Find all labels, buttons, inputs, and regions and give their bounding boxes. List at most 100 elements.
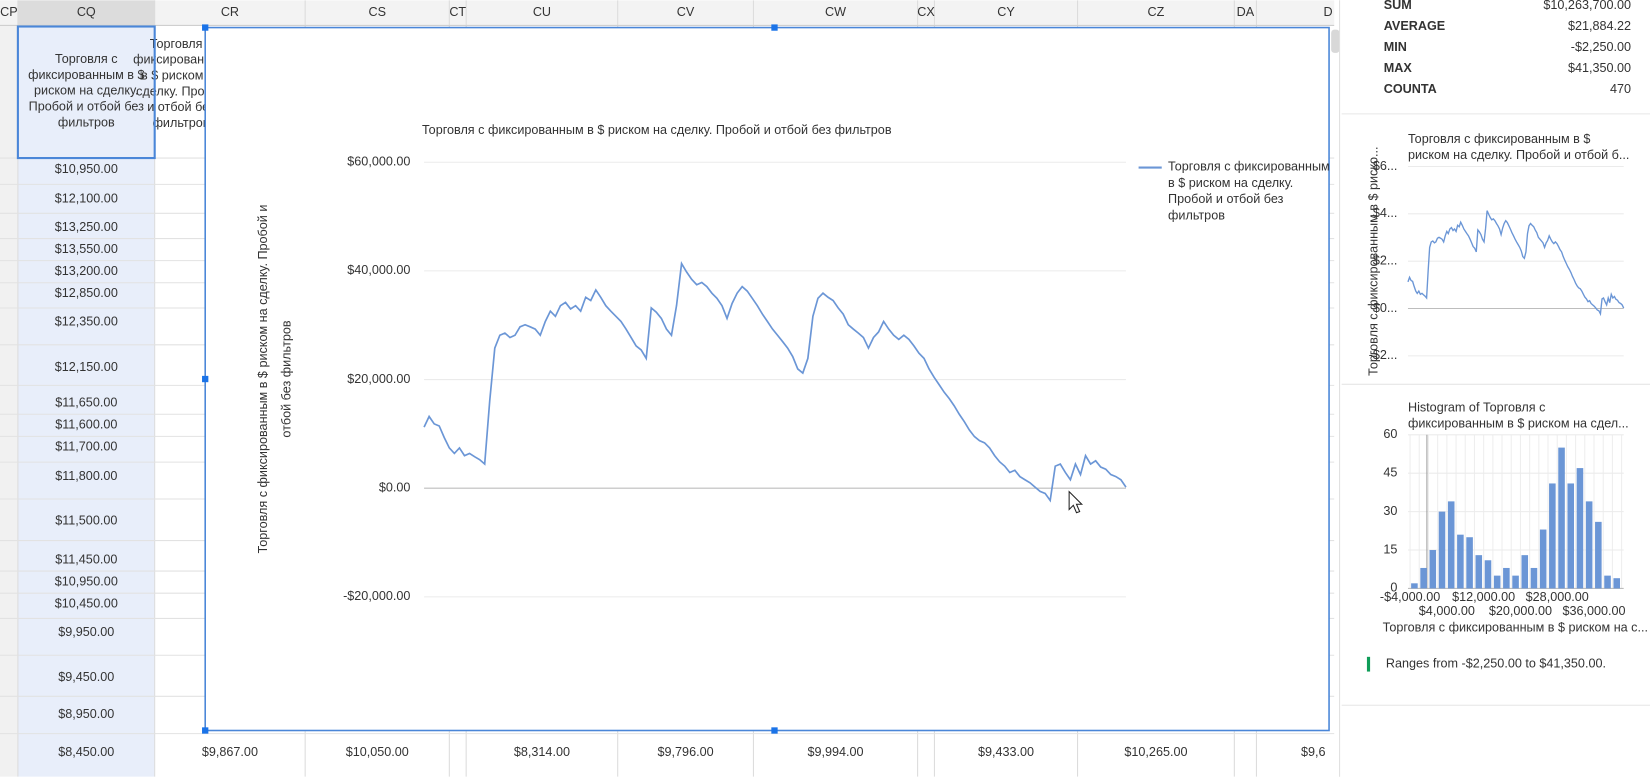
column-header-bar: [0, 0, 1335, 26]
stat-label: AVERAGE: [1384, 19, 1445, 33]
stat-value: $10,263,700.00: [1543, 0, 1631, 12]
stat-value: $41,350.00: [1568, 61, 1631, 75]
histogram-bar: [1567, 483, 1575, 589]
stat-value: $21,884.22: [1568, 19, 1631, 33]
resize-handle[interactable]: [202, 727, 209, 734]
histogram-bar: [1466, 537, 1473, 589]
cell-value: $10,450.00: [55, 597, 118, 611]
stat-label: SUM: [1384, 0, 1412, 12]
histogram-bar: [1438, 511, 1446, 589]
resize-handle[interactable]: [771, 24, 778, 31]
y-tick-label: $0.00: [379, 481, 411, 495]
column-letter: CZ: [1148, 5, 1165, 19]
sidebar-background: [1339, 0, 1650, 777]
cell-value: $9,450.00: [58, 670, 114, 684]
cell-value: $9,433.00: [978, 745, 1034, 759]
histogram-bar: [1411, 583, 1418, 589]
cell-value: $11,500.00: [55, 513, 117, 527]
y-tick-label: $2...: [1373, 254, 1398, 268]
stat-value: 470: [1610, 82, 1631, 96]
y-tick-label: 0: [1390, 581, 1397, 595]
cell-value: $9,994.00: [807, 745, 863, 759]
stat-label: MAX: [1384, 61, 1413, 75]
x-tick-label: $20,000.00: [1489, 604, 1552, 618]
column-letter: CT: [449, 5, 466, 19]
x-tick-label: $4,000.00: [1419, 604, 1475, 618]
header-cell: Торговля с фиксированным в $ риском на сде…: [28, 53, 144, 130]
column-letter: DA: [1237, 5, 1255, 19]
resize-handle[interactable]: [202, 375, 209, 383]
histogram-bar: [1595, 521, 1602, 589]
explore-sidebar: Ranges from -$2,250.00 to $41,350.00. SU…: [1339, 0, 1650, 777]
histogram-bar: [1521, 555, 1529, 589]
y-tick-label: $20,000.00: [347, 372, 410, 386]
y-tick-label: 60: [1383, 427, 1397, 441]
stat-label: MIN: [1384, 40, 1407, 54]
cell-value: $12,850.00: [55, 286, 118, 300]
cell-value: $8,314.00: [514, 745, 570, 759]
y-axis-label: Торговля с фиксированным в $ риском на с…: [256, 205, 293, 554]
x-tick-label: -$4,000.00: [1380, 590, 1440, 604]
cell-value: $12,150.00: [55, 360, 118, 374]
ranges-note: Ranges from -$2,250.00 to $41,350.00.: [1386, 657, 1606, 671]
cell-value: $9,950.00: [58, 625, 114, 639]
y-tick-label: $60,000.00: [347, 155, 410, 169]
chart-title: Histogram of Торговля с фиксированным в $…: [1408, 401, 1629, 431]
column-letter: CR: [221, 5, 239, 19]
histogram-bar: [1512, 575, 1519, 589]
column-letter: CW: [825, 5, 846, 19]
y-tick-label: $6...: [1373, 159, 1398, 173]
column-letter: CU: [533, 5, 551, 19]
scrollbar-thumb[interactable]: [1331, 29, 1340, 53]
cell-value: $11,450.00: [55, 552, 117, 566]
y-tick-label: $40,000.00: [347, 263, 410, 277]
histogram-bar: [1429, 550, 1437, 589]
histogram-bar: [1539, 529, 1547, 589]
histogram-bar: [1484, 560, 1492, 589]
cell-value: $13,250.00: [55, 220, 118, 234]
x-axis-label: Торговля с фиксированным в $ риском на с…: [1383, 621, 1648, 635]
y-tick-label: $0...: [1373, 301, 1398, 315]
resize-handle[interactable]: [771, 727, 778, 734]
column-letter: D: [1323, 5, 1332, 19]
cell-value: $8,450.00: [58, 745, 114, 759]
column-letter: CX: [917, 5, 935, 19]
column-letter: CS: [368, 5, 386, 19]
y-tick-label: 30: [1383, 504, 1397, 518]
cell-value: $8,950.00: [58, 707, 114, 721]
histogram-bar: [1420, 567, 1427, 589]
histogram-bar: [1558, 447, 1565, 589]
selected-cell-outline: [16, 25, 156, 160]
cell-value: $11,650.00: [55, 396, 117, 410]
data-line: [423, 261, 1127, 503]
cell-value: $9,6: [1301, 745, 1326, 759]
selected-column-header: [17, 0, 155, 26]
selected-column: [17, 25, 155, 777]
y-tick-label: 15: [1383, 542, 1397, 556]
histogram-bar: [1530, 567, 1538, 589]
histogram-bar: [1493, 575, 1501, 589]
y-tick-label: -$20,000.00: [343, 589, 410, 603]
cell-value: $12,350.00: [55, 315, 118, 329]
cell-value: $11,600.00: [55, 418, 117, 432]
column-letter: CY: [997, 5, 1015, 19]
ranges-marker: [1366, 656, 1371, 672]
column-letter: CV: [677, 5, 695, 19]
histogram-bar: [1613, 578, 1621, 589]
y-axis-label: Торговля с фиксированным в $ риско...: [1367, 146, 1381, 375]
x-tick-label: $28,000.00: [1526, 590, 1589, 604]
stat-label: COUNTA: [1384, 82, 1437, 96]
x-tick-label: $36,000.00: [1562, 604, 1625, 618]
resize-handle[interactable]: [202, 24, 209, 31]
y-tick-label: -$2...: [1369, 348, 1398, 362]
cell-value: $11,700.00: [55, 440, 117, 454]
cell-value: $9,867.00: [202, 745, 258, 759]
column-letter: CQ: [77, 5, 96, 19]
histogram-bar: [1503, 567, 1510, 589]
histogram-bar: [1457, 534, 1464, 589]
chart-title: Торговля с фиксированным в $ риском на с…: [422, 123, 892, 137]
data-line: [1407, 210, 1625, 317]
cell-value: $11,800.00: [55, 469, 117, 483]
histogram-bar: [1549, 483, 1556, 589]
